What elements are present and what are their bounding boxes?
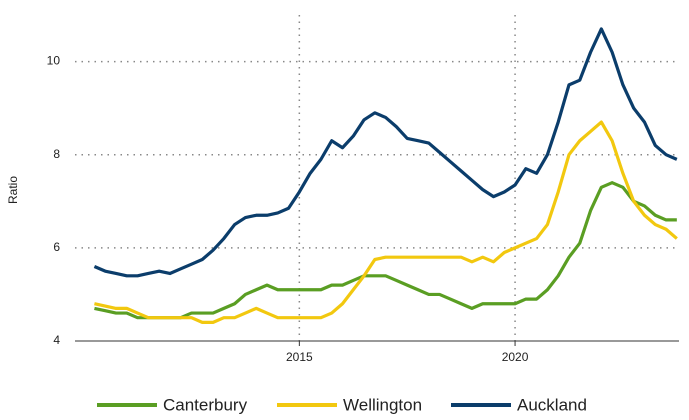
y-tick-label: 10: [47, 54, 61, 68]
y-tick-label: 6: [53, 240, 60, 254]
legend-label: Canterbury: [163, 395, 248, 414]
legend-label: Wellington: [343, 395, 422, 414]
y-tick-label: 8: [53, 147, 60, 161]
legend-label: Auckland: [517, 395, 587, 414]
series-line: [93, 27, 678, 278]
x-tick-label: 2020: [502, 350, 529, 364]
series-line: [94, 120, 678, 324]
y-tick-label: 4: [53, 333, 60, 347]
x-tick-label: 2015: [286, 350, 313, 364]
y-axis-label: Ratio: [6, 176, 20, 204]
series-line: [94, 181, 677, 320]
